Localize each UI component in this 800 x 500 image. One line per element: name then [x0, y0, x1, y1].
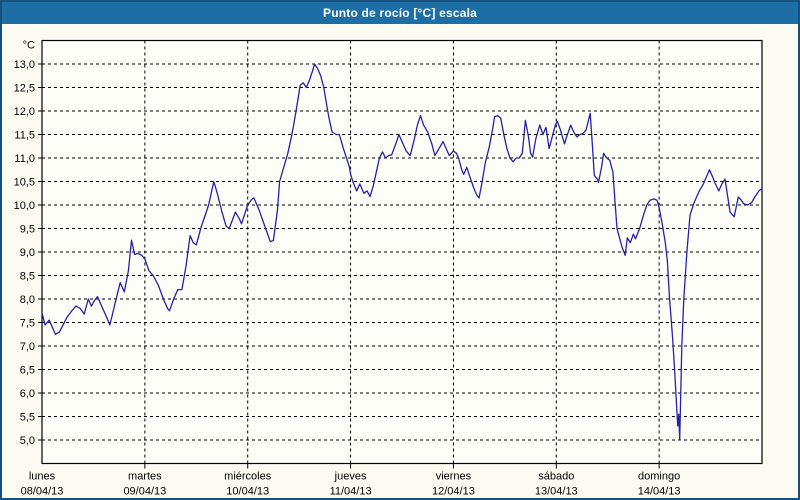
y-tick-label: 12,5	[14, 83, 35, 95]
plot-border	[41, 39, 763, 465]
x-day-label: miércoles	[224, 471, 272, 483]
x-date-label: 11/04/13	[330, 486, 372, 498]
x-date-label: 12/04/13	[432, 486, 475, 498]
x-day-label: lunes	[29, 471, 56, 483]
y-tick-label: 10,5	[14, 177, 35, 189]
x-date-label: 13/04/13	[535, 486, 578, 498]
x-day-label: martes	[128, 471, 162, 483]
y-tick-label: 11,0	[14, 153, 35, 165]
x-date-label: 08/04/13	[21, 486, 64, 498]
x-day-label: sábado	[538, 471, 574, 483]
dew-point-line	[41, 63, 763, 441]
x-day-label: domingo	[638, 471, 680, 483]
y-tick-label: 8,5	[20, 271, 35, 283]
x-day-label: viernes	[436, 471, 472, 483]
x-date-label: 14/04/13	[638, 486, 681, 498]
y-tick-label: 9,0	[20, 247, 35, 259]
y-tick-label: 13,0	[14, 59, 35, 71]
y-tick-label: 5,0	[20, 435, 35, 447]
y-tick-label: 7,0	[20, 341, 35, 353]
y-tick-label: 7,5	[20, 318, 35, 330]
y-tick-label: 6,5	[20, 365, 35, 377]
x-day-label: jueves	[334, 471, 367, 483]
y-tick-label: 10,0	[14, 200, 35, 212]
y-tick-label: 6,0	[20, 388, 35, 400]
y-tick-label: 9,5	[20, 224, 35, 236]
y-tick-label: 12,0	[14, 106, 35, 118]
y-tick-label: 5,5	[20, 412, 35, 424]
chart-title: Punto de rocío [°C] escala	[322, 6, 478, 20]
x-date-label: 09/04/13	[123, 486, 166, 498]
x-date-label: 10/04/13	[226, 486, 269, 498]
y-tick-label: 8,0	[20, 294, 35, 306]
y-axis-unit-label: °C	[23, 40, 35, 52]
chart-title-bar: Punto de rocío [°C] escala	[2, 2, 798, 24]
y-tick-label: 11,5	[14, 130, 35, 142]
